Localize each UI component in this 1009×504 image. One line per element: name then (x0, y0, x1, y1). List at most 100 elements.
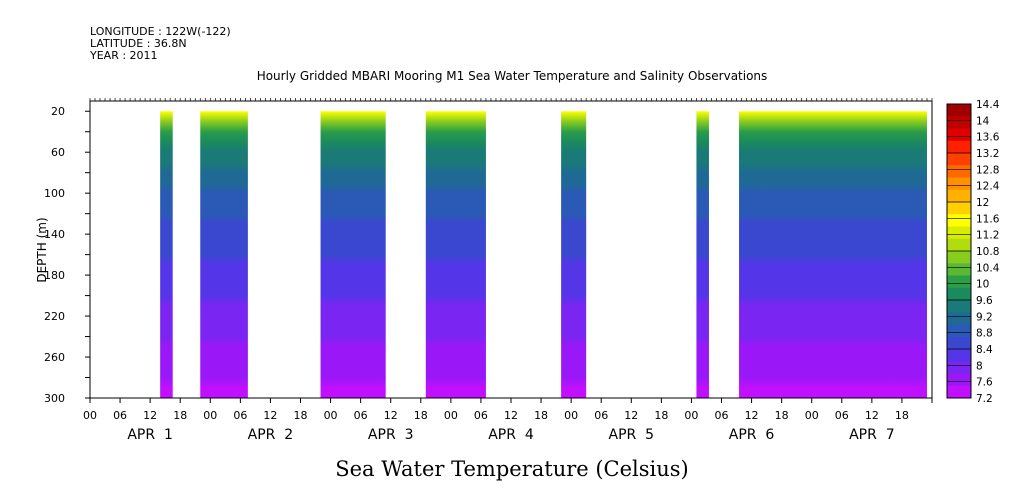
colorbar-swatch (947, 300, 971, 313)
colorbar-label: 8 (976, 360, 983, 372)
colorbar-swatch (947, 202, 971, 215)
colorbar-swatch (947, 238, 971, 252)
y-axis-label: DEPTH (m) (35, 217, 49, 282)
x-tick-label: 06 (113, 409, 127, 422)
colorbar-swatch (947, 214, 971, 227)
colorbar-label: 8.4 (976, 344, 993, 356)
x-tick-label: 00 (203, 409, 217, 422)
x-tick-label: 12 (504, 409, 518, 422)
longitude-label: LONGITUDE : 122W(-122) (90, 25, 231, 38)
x-tick-label: 12 (143, 409, 157, 422)
colorbar-swatch (947, 140, 971, 154)
colorbar-swatch (947, 153, 971, 166)
x-tick-label: 18 (534, 409, 548, 422)
year-label: YEAR : 2011 (89, 49, 158, 62)
data-block (200, 111, 248, 398)
colorbar-label: 8.8 (976, 328, 993, 340)
data-block (425, 111, 486, 398)
colorbar-swatch (947, 165, 971, 178)
x-tick-label: 00 (564, 409, 578, 422)
colorbar-swatch (947, 336, 971, 350)
colorbar-swatch (947, 324, 971, 338)
colorbar-swatch (947, 275, 971, 289)
x-tick-label: 00 (83, 409, 97, 422)
colorbar-label: 12.4 (976, 181, 1000, 193)
latitude-label: LATITUDE : 36.8N (90, 37, 187, 50)
x-axis-label: Sea Water Temperature (Celsius) (335, 457, 689, 481)
x-tick-label: 00 (805, 409, 819, 422)
colorbar-label: 10.4 (976, 262, 1000, 274)
data-block (739, 111, 927, 398)
y-tick-label: 260 (44, 351, 65, 364)
day-label: APR 4 (488, 427, 534, 443)
x-tick-label: 18 (775, 409, 789, 422)
day-label: APR 1 (127, 427, 173, 443)
colorbar-label: 13.6 (976, 132, 1000, 144)
colorbar-label: 11.2 (976, 230, 999, 242)
x-tick-label: 06 (354, 409, 368, 422)
colorbar-swatch (947, 263, 971, 276)
data-block (561, 111, 587, 398)
day-label: APR 2 (248, 427, 294, 443)
day-label: APR 5 (609, 427, 655, 443)
colorbar-swatch (947, 361, 971, 374)
x-tick-label: 00 (684, 409, 698, 422)
x-tick-label: 06 (233, 409, 247, 422)
colorbar-swatch (947, 251, 971, 264)
colorbar-label: 7.6 (976, 377, 993, 389)
x-tick-label: 12 (384, 409, 398, 422)
colorbar-label: 12 (976, 197, 989, 209)
x-tick-label: 12 (263, 409, 277, 422)
colorbar-swatch (947, 116, 971, 129)
day-label: APR 3 (368, 427, 414, 443)
colorbar: 14.4 14 13.6 13.2 12.8 12.4 12 11.6 11.2 10.8 10.4… (946, 99, 1000, 405)
data-block (696, 111, 709, 398)
day-label: APR 7 (849, 427, 895, 443)
x-tick-label: 06 (594, 409, 608, 422)
y-tick-label: 20 (51, 105, 65, 118)
colorbar-label: 10 (976, 279, 989, 291)
y-tick-label: 300 (44, 392, 65, 405)
axes: 20 60 100 140 180 220 260 300 00 06 12 18 00 06 12 18 00… (44, 98, 933, 443)
x-tick-label: 06 (835, 409, 849, 422)
colorbar-swatch (947, 177, 971, 191)
chart-title: Hourly Gridded MBARI Mooring M1 Sea Wate… (257, 69, 768, 83)
x-tick-label: 18 (414, 409, 428, 422)
colorbar-label: 11.6 (976, 213, 1000, 225)
x-tick-label: 12 (865, 409, 879, 422)
colorbar-label: 9.6 (976, 295, 993, 307)
colorbar-swatch (947, 349, 971, 362)
colorbar-swatch (947, 189, 971, 203)
y-tick-label: 60 (51, 146, 65, 159)
x-tick-label: 18 (654, 409, 668, 422)
colorbar-label: 14.4 (976, 99, 1000, 111)
x-tick-label: 00 (444, 409, 458, 422)
colorbar-swatch (947, 385, 971, 399)
colorbar-swatch (947, 226, 971, 240)
colorbar-label: 13.2 (976, 148, 999, 160)
colorbar-swatch (947, 312, 971, 325)
x-tick-label: 06 (474, 409, 488, 422)
y-tick-label: 220 (44, 310, 65, 323)
data-block (160, 111, 173, 398)
x-tick-label: 12 (745, 409, 759, 422)
y-tick-label: 100 (44, 187, 65, 200)
x-tick-label: 18 (895, 409, 909, 422)
x-tick-label: 12 (624, 409, 638, 422)
colorbar-swatch (947, 104, 971, 117)
x-tick-label: 18 (294, 409, 308, 422)
data-block (320, 111, 386, 398)
colorbar-swatch (947, 373, 971, 387)
colorbar-label: 9.2 (976, 311, 993, 323)
colorbar-swatch (947, 287, 971, 301)
day-label: APR 6 (729, 427, 775, 443)
colorbar-label: 7.2 (976, 393, 993, 405)
y-tick-label: 180 (44, 269, 65, 282)
colorbar-label: 14 (976, 115, 990, 127)
x-tick-label: 06 (715, 409, 729, 422)
colorbar-label: 12.8 (976, 164, 999, 176)
y-tick-label: 140 (44, 228, 65, 241)
colorbar-swatch (947, 128, 971, 142)
plot-area (160, 111, 927, 398)
